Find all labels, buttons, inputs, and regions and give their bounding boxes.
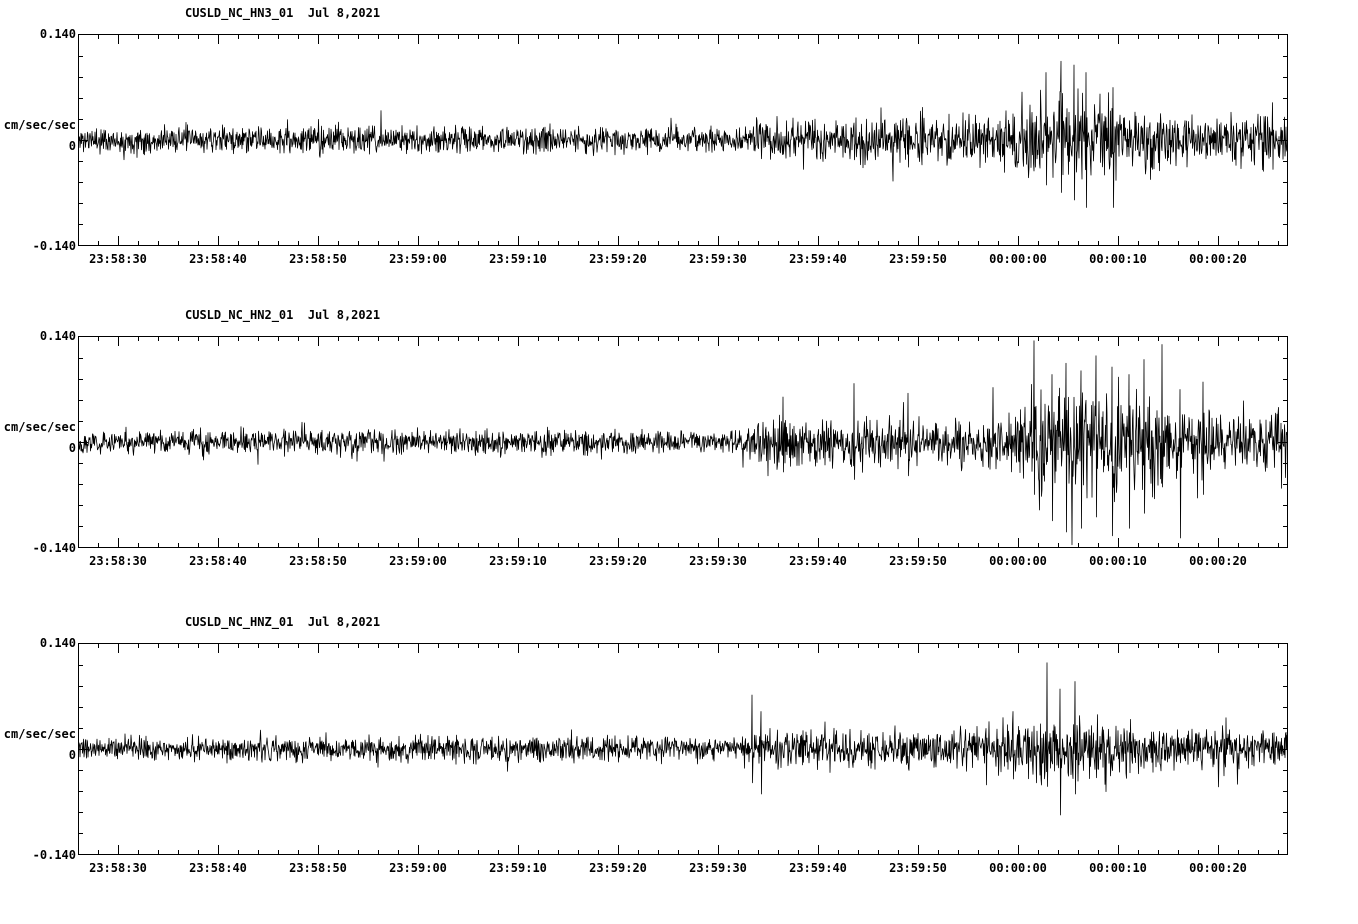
x-tick-label: 00:00:00: [989, 861, 1047, 875]
y-axis-max-label: 0.140: [39, 27, 76, 41]
x-tick-label: 23:58:40: [189, 252, 247, 266]
x-tick-label: 23:59:00: [389, 252, 447, 266]
x-tick-label: 23:59:20: [589, 861, 647, 875]
x-tick-label: 23:59:30: [689, 861, 747, 875]
x-tick-label: 23:59:50: [889, 861, 947, 875]
x-tick-label: 23:59:00: [389, 861, 447, 875]
x-tick-label: 23:59:30: [689, 554, 747, 568]
x-tick-label: 23:58:30: [89, 554, 147, 568]
x-tick-label: 00:00:10: [1089, 252, 1147, 266]
x-tick-label: 00:00:00: [989, 554, 1047, 568]
chart-title: CUSLD_NC_HN2_01 Jul 8,2021: [185, 308, 381, 322]
x-tick-label: 23:59:30: [689, 252, 747, 266]
x-tick-label: 23:59:20: [589, 252, 647, 266]
waveform-plot-hn3: [78, 34, 1288, 246]
y-axis-max-label: 0.140: [39, 636, 76, 650]
seismic-trace: [78, 340, 1288, 546]
x-tick-label: 23:58:50: [289, 252, 347, 266]
y-axis-min-label: -0.140: [32, 848, 76, 862]
x-tick-label: 23:58:30: [89, 252, 147, 266]
x-tick-label: 23:59:10: [489, 554, 547, 568]
waveform-plot-hnz: [78, 643, 1288, 855]
x-tick-label: 23:59:40: [789, 252, 847, 266]
x-tick-label: 23:58:40: [189, 554, 247, 568]
x-tick-label: 00:00:20: [1189, 861, 1247, 875]
y-axis-unit-label: cm/sec/sec: [3, 420, 76, 434]
x-tick-label: 00:00:00: [989, 252, 1047, 266]
y-axis-zero-label: 0: [68, 139, 76, 153]
seismic-trace: [78, 662, 1288, 816]
x-axis-tick-labels: 23:58:30 23:58:40 23:58:50 23:59:00 23:59:10…: [0, 252, 1358, 268]
x-tick-label: 23:59:00: [389, 554, 447, 568]
seismic-trace: [78, 60, 1288, 208]
x-tick-label: 23:58:50: [289, 861, 347, 875]
y-axis-zero-label: 0: [68, 748, 76, 762]
x-tick-label: 23:58:30: [89, 861, 147, 875]
x-axis-tick-labels: 23:58:30 23:58:40 23:58:50 23:59:00 23:59:10…: [0, 554, 1358, 570]
chart-title: CUSLD_NC_HNZ_01 Jul 8,2021: [185, 615, 381, 629]
x-tick-label: 23:59:40: [789, 554, 847, 568]
y-axis-min-label: -0.140: [32, 239, 76, 253]
x-tick-label: 00:00:20: [1189, 554, 1247, 568]
x-tick-label: 23:59:50: [889, 252, 947, 266]
x-tick-label: 23:59:10: [489, 861, 547, 875]
x-tick-label: 00:00:20: [1189, 252, 1247, 266]
seismogram-panel-hn3: CUSLD_NC_HN3_01 Jul 8,2021 0.140 cm/sec/…: [0, 0, 1358, 302]
y-axis-unit-label: cm/sec/sec: [3, 727, 76, 741]
seismogram-panel-hnz: CUSLD_NC_HNZ_01 Jul 8,2021 0.140 cm/sec/…: [0, 609, 1358, 916]
y-axis-zero-label: 0: [68, 441, 76, 455]
x-tick-label: 00:00:10: [1089, 861, 1147, 875]
chart-title: CUSLD_NC_HN3_01 Jul 8,2021: [185, 6, 381, 20]
x-tick-label: 23:59:40: [789, 861, 847, 875]
y-axis-unit-label: cm/sec/sec: [3, 118, 76, 132]
y-axis-max-label: 0.140: [39, 329, 76, 343]
x-tick-label: 23:59:20: [589, 554, 647, 568]
seismogram-panel-hn2: CUSLD_NC_HN2_01 Jul 8,2021 0.140 cm/sec/…: [0, 302, 1358, 609]
waveform-plot-hn2: [78, 336, 1288, 548]
x-tick-label: 23:58:50: [289, 554, 347, 568]
y-axis-min-label: -0.140: [32, 541, 76, 555]
x-tick-label: 00:00:10: [1089, 554, 1147, 568]
x-tick-label: 23:59:10: [489, 252, 547, 266]
x-tick-label: 23:58:40: [189, 861, 247, 875]
x-axis-tick-labels: 23:58:30 23:58:40 23:58:50 23:59:00 23:59:10…: [0, 861, 1358, 877]
x-tick-label: 23:59:50: [889, 554, 947, 568]
